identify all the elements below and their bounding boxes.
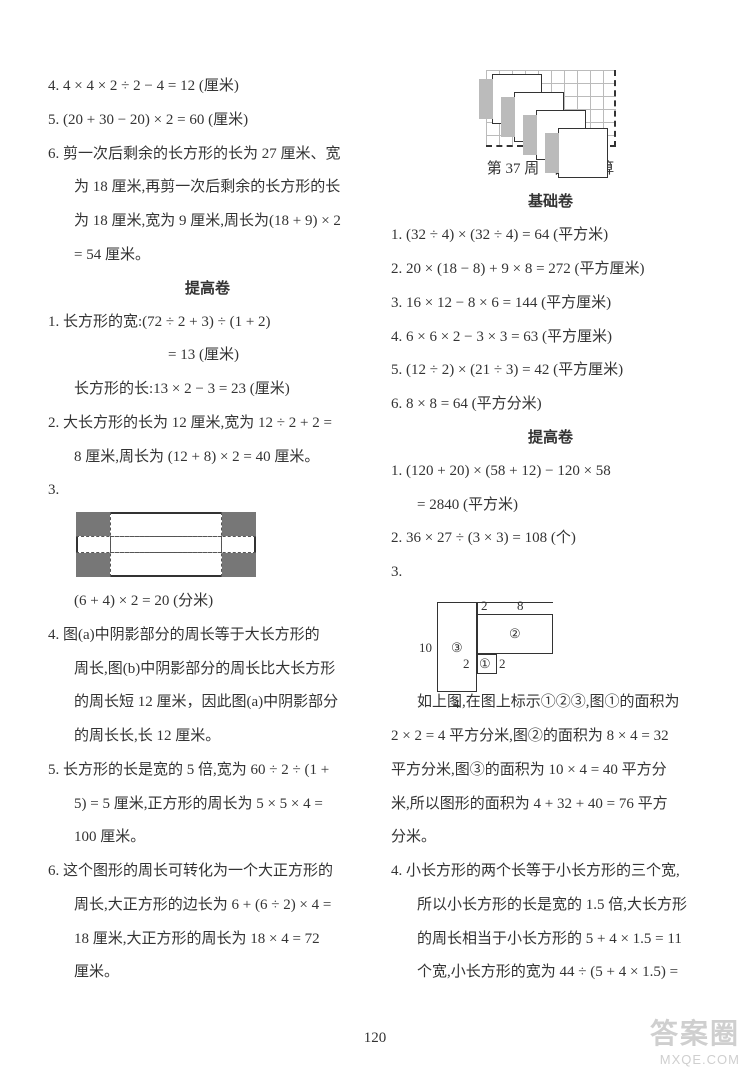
text-line: 周长,图(b)中阴影部分的周长比大长方形 <box>48 653 367 687</box>
figure-label: ② <box>509 626 521 642</box>
text-line: 5. (12 ÷ 2) × (21 ÷ 3) = 42 (平方厘米) <box>391 354 710 388</box>
page-number: 120 <box>0 1030 750 1047</box>
text-line: 分米。 <box>391 821 710 855</box>
text-line: 2. 20 × (18 − 8) + 9 × 8 = 272 (平方厘米) <box>391 253 710 287</box>
figure-label: 10 <box>419 640 432 656</box>
section-heading: 提高卷 <box>391 422 710 455</box>
text-line: 周长,大正方形的边长为 6 + (6 ÷ 2) × 4 = <box>48 889 367 923</box>
text-line: 4. 6 × 6 × 2 − 3 × 3 = 63 (平方厘米) <box>391 321 710 355</box>
text-line: 4. 4 × 4 × 2 ÷ 2 − 4 = 12 (厘米) <box>48 70 367 104</box>
section-heading: 基础卷 <box>391 186 710 219</box>
text-line: 个宽,小长方形的宽为 44 ÷ (5 + 4 × 1.5) = <box>391 956 710 990</box>
text-line: 的周长相当于小长方形的 5 + 4 × 1.5 = 11 <box>391 923 710 957</box>
text-line: 3. 16 × 12 − 8 × 6 = 144 (平方厘米) <box>391 287 710 321</box>
text-line: 3. <box>391 556 710 590</box>
text-line: 1. (120 + 20) × (58 + 12) − 120 × 58 <box>391 455 710 489</box>
text-line: 的周长长,长 12 厘米。 <box>48 720 367 754</box>
text-line: 6. 剪一次后剩余的长方形的长为 27 厘米、宽 <box>48 138 367 172</box>
text-line: 5. 长方形的长是宽的 5 倍,宽为 60 ÷ 2 ÷ (1 + <box>48 754 367 788</box>
text-line: 所以小长方形的长是宽的 1.5 倍,大长方形 <box>391 889 710 923</box>
text-line: 8 厘米,周长为 (12 + 8) × 2 = 40 厘米。 <box>48 441 367 475</box>
figure-label: 4 <box>453 696 460 712</box>
text-line: 平方分米,图③的面积为 10 × 4 = 40 平方分 <box>391 754 710 788</box>
text-line: 2. 大长方形的长为 12 厘米,宽为 12 ÷ 2 + 2 = <box>48 407 367 441</box>
text-line: 4. 小长方形的两个长等于小长方形的三个宽, <box>391 855 710 889</box>
text-line: 6. 这个图形的周长可转化为一个大正方形的 <box>48 855 367 889</box>
text-line: 3. <box>48 474 367 508</box>
text-line: = 13 (厘米) <box>48 339 367 373</box>
text-line: 18 厘米,大正方形的周长为 18 × 4 = 72 <box>48 923 367 957</box>
text-line: 厘米。 <box>48 956 367 990</box>
watermark: 答案圈 MXQE.COM <box>650 1012 740 1067</box>
figure-label: 8 <box>517 598 524 614</box>
figure-label: ③ <box>451 640 463 656</box>
watermark-line1: 答案圈 <box>650 1012 740 1052</box>
text-line: 1. 长方形的宽:(72 ÷ 2 + 3) ÷ (1 + 2) <box>48 306 367 340</box>
text-line: 米,所以图形的面积为 4 + 32 + 40 = 76 平方 <box>391 788 710 822</box>
text-line: 6. 8 × 8 = 64 (平方分米) <box>391 388 710 422</box>
text-line: 100 厘米。 <box>48 821 367 855</box>
figure-rectangle-corners <box>76 512 256 577</box>
figure-label: ① <box>479 656 491 672</box>
text-line: 5. (20 + 30 − 20) × 2 = 60 (厘米) <box>48 104 367 138</box>
text-line: 2 × 2 = 4 平方分米,图②的面积为 8 × 4 = 32 <box>391 720 710 754</box>
text-line: 2. 36 × 27 ÷ (3 × 3) = 108 (个) <box>391 522 710 556</box>
figure-label: 2 <box>499 656 506 672</box>
text-line: 为 18 厘米,宽为 9 厘米,周长为(18 + 9) × 2 <box>48 205 367 239</box>
section-heading: 提高卷 <box>48 273 367 306</box>
figure-composite-shape: 2 8 10 ③ ② 2 ① 2 4 <box>417 596 587 678</box>
text-line: 1. (32 ÷ 4) × (32 ÷ 4) = 64 (平方米) <box>391 219 710 253</box>
text-line: = 2840 (平方米) <box>391 489 710 523</box>
text-line: 为 18 厘米,再剪一次后剩余的长方形的长 <box>48 171 367 205</box>
text-line: (6 + 4) × 2 = 20 (分米) <box>48 585 367 619</box>
left-column: 4. 4 × 4 × 2 ÷ 2 − 4 = 12 (厘米) 5. (20 + … <box>48 70 367 990</box>
figure-label: 2 <box>463 656 470 672</box>
right-column: 第 37 周 面积计算 基础卷 1. (32 ÷ 4) × (32 ÷ 4) =… <box>391 70 710 990</box>
figure-label: 2 <box>481 598 488 614</box>
text-line: 5) = 5 厘米,正方形的周长为 5 × 5 × 4 = <box>48 788 367 822</box>
text-line: = 54 厘米。 <box>48 239 367 273</box>
text-line: 长方形的长:13 × 2 − 3 = 23 (厘米) <box>48 373 367 407</box>
watermark-line2: MXQE.COM <box>650 1052 740 1067</box>
text-line: 的周长短 12 厘米，因此图(a)中阴影部分 <box>48 686 367 720</box>
text-line: 4. 图(a)中阴影部分的周长等于大长方形的 <box>48 619 367 653</box>
figure-grid-squares <box>486 70 616 147</box>
